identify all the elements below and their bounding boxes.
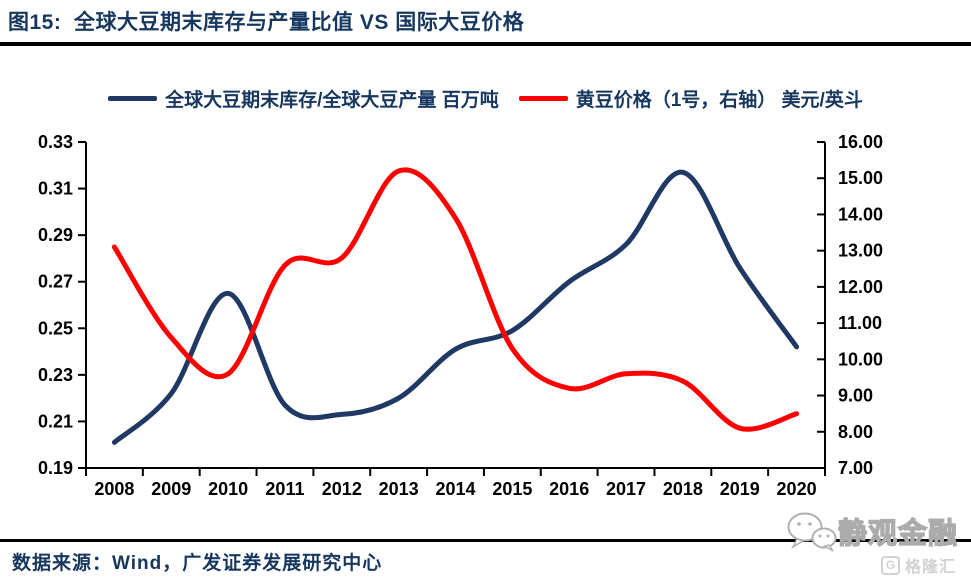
data-source: 数据来源：Wind，广发证券发展研究中心 [12, 553, 383, 574]
chart-legend: 全球大豆期末库存/全球大豆产量 百万吨 黄豆价格（1号，右轴） 美元/英斗 [0, 85, 971, 112]
right-axis-tick-label: 14.00 [838, 204, 883, 224]
legend-label-soybean-price: 黄豆价格（1号，右轴） 美元/英斗 [575, 90, 863, 111]
legend-line-navy-swatch [108, 96, 158, 101]
axis-frame [85, 142, 826, 469]
x-axis-tick-label: 2017 [606, 479, 646, 499]
footer-divider [0, 539, 971, 542]
left-axis-tick-label: 0.19 [38, 458, 73, 478]
x-axis-tick-label: 2013 [379, 479, 419, 499]
series-line-stock-ratio [111, 169, 800, 445]
left-axis-tick-label: 0.31 [38, 179, 73, 199]
x-axis-tick-label: 2010 [208, 479, 248, 499]
right-axis-tick-label: 7.00 [838, 458, 873, 478]
x-axis-tick-label: 2008 [94, 479, 134, 499]
legend-line-red-swatch [518, 96, 568, 101]
x-axis-tick-label: 2009 [151, 479, 191, 499]
left-axis-tick-label: 0.33 [38, 132, 73, 152]
x-axis-tick-label: 2014 [435, 479, 475, 499]
x-axis-tick-label: 2015 [492, 479, 532, 499]
x-axis-tick-label: 2011 [265, 479, 304, 499]
series-line-soybean-price [111, 167, 800, 432]
left-axis-tick-label: 0.25 [38, 318, 73, 338]
left-axis-tick-label: 0.23 [38, 365, 73, 385]
right-axis-tick-label: 15.00 [838, 168, 883, 188]
right-axis-tick-label: 11.00 [838, 313, 882, 333]
watermark-platform-row: G 格隆汇 [786, 553, 966, 577]
right-axis-tick-label: 16.00 [838, 132, 883, 152]
right-axis-tick-label: 8.00 [838, 422, 873, 442]
title-divider [0, 42, 971, 46]
left-axis-tick-label: 0.27 [38, 272, 73, 292]
left-axis-tick-label: 0.29 [38, 225, 73, 245]
x-axis-tick-label: 2020 [777, 479, 817, 499]
x-axis-tick-label: 2019 [720, 479, 760, 499]
left-axis-tick-label: 0.21 [38, 411, 73, 431]
watermark-platform: 格隆汇 [904, 559, 956, 576]
x-axis-tick-label: 2016 [549, 479, 589, 499]
watermark-brand: 静观金融 [837, 517, 959, 550]
watermark: 静观金融 G 格隆汇 [786, 510, 966, 577]
right-axis-tick-label: 9.00 [838, 386, 873, 406]
figure-title: 图15: 全球大豆期末库存与产量比值 VS 国际大豆价格 [8, 11, 525, 34]
right-axis-tick-label: 13.00 [838, 241, 883, 261]
watermark-brand-row: 静观金融 [786, 510, 966, 552]
right-axis-tick-label: 10.00 [838, 349, 883, 369]
gelonghui-logo-icon: G [880, 555, 900, 575]
legend-label-stock-ratio: 全球大豆期末库存/全球大豆产量 百万吨 [165, 90, 499, 111]
x-axis-tick-label: 2018 [663, 479, 703, 499]
wechat-icon [787, 512, 837, 552]
legend-item-stock-ratio: 全球大豆期末库存/全球大豆产量 百万吨 [108, 85, 499, 112]
right-axis-tick-label: 12.00 [838, 277, 883, 297]
x-axis-tick-label: 2012 [322, 479, 362, 499]
legend-item-soybean-price: 黄豆价格（1号，右轴） 美元/英斗 [518, 85, 863, 112]
